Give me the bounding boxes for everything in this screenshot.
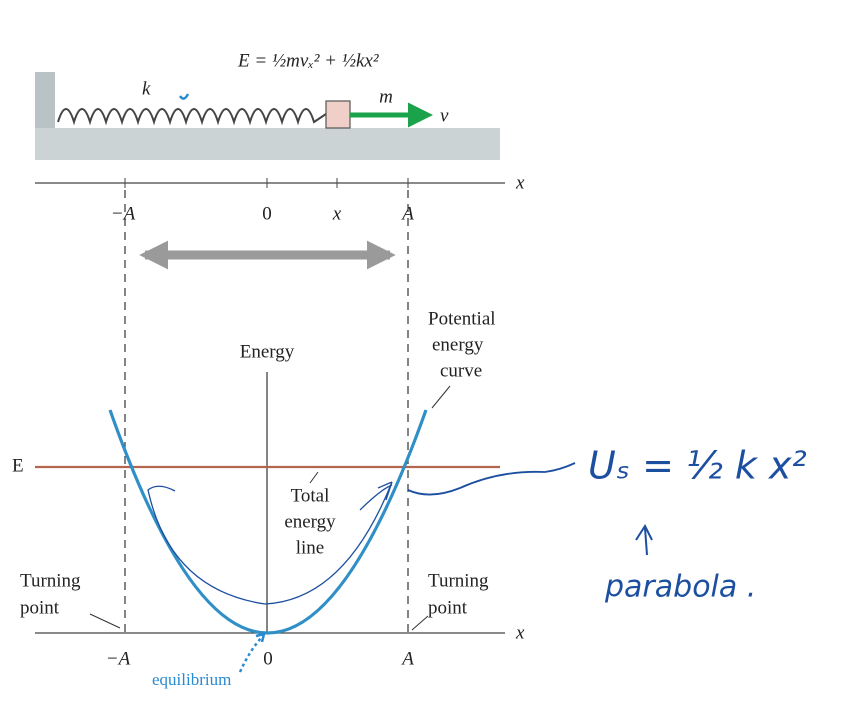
total-energy-label: Total [291, 485, 330, 506]
velocity: v⃗ [440, 105, 463, 126]
pen-connector [407, 462, 576, 496]
potential-curve-label: Potential [428, 308, 496, 329]
mass: m [379, 86, 393, 107]
potential-curve-label: energy [432, 334, 484, 355]
turning-point-label: Turning [428, 570, 489, 591]
bottom-axis-label: x [515, 622, 525, 643]
handwritten-equation: Uₛ = ½ k x² [588, 444, 807, 488]
turning-point-label: point [428, 597, 468, 618]
top-tick-label: −A [111, 203, 136, 224]
energy-axis-label: Energy [240, 341, 295, 362]
potential-curve [108, 409, 428, 635]
leader [431, 385, 451, 409]
pen-mark [178, 93, 190, 100]
leader [89, 613, 121, 629]
pen-loop [147, 481, 393, 605]
formula: E = ½mvₓ² + ½kx² [237, 50, 379, 71]
top-tick-label: 0 [262, 203, 272, 224]
total-energy-label: energy [284, 511, 336, 532]
spring [57, 108, 327, 126]
total-energy-label: line [296, 537, 325, 558]
turning-point-label: point [20, 597, 60, 618]
spring-constant: k [142, 78, 151, 99]
bottom-tick-label: 0 [263, 648, 273, 669]
equilibrium-arrow [238, 636, 263, 673]
total-energy-symbol: E [12, 455, 24, 476]
floor [35, 128, 500, 160]
top-axis-label: x [515, 172, 525, 193]
equilibrium-arrowhead [255, 632, 266, 643]
bottom-tick-label: −A [106, 648, 131, 669]
top-tick-label: A [400, 203, 414, 224]
top-tick-label: x [332, 203, 342, 224]
pen-arrow [635, 523, 653, 556]
turning-point-label: Turning [20, 570, 81, 591]
potential-curve-label: curve [440, 360, 482, 381]
equilibrium-label: equilibrium [152, 670, 231, 689]
handwritten-note: parabola . [604, 570, 756, 605]
leader [309, 471, 319, 484]
leader [411, 615, 429, 631]
block [325, 100, 351, 129]
bottom-tick-label: A [400, 648, 414, 669]
